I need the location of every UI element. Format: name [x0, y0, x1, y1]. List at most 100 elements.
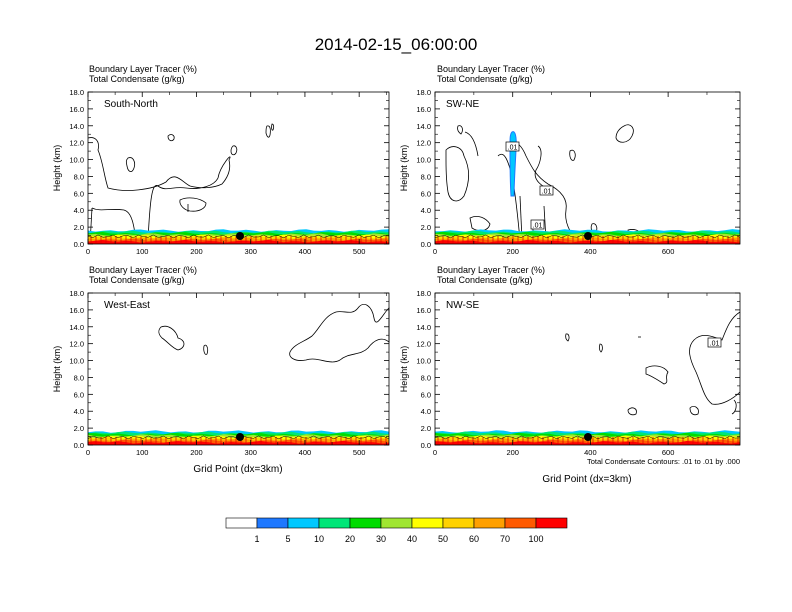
y-tick-label: 6.0: [421, 390, 431, 399]
colorbar-label: 10: [314, 534, 324, 544]
colorbar-swatch: [225, 517, 258, 529]
y-tick-label: 0.0: [421, 441, 431, 450]
location-marker: [236, 232, 244, 240]
plot-area: [435, 293, 740, 445]
colorbar-swatch: [504, 517, 537, 529]
condensate-base-contour: [87, 435, 390, 440]
x-tick-label: 600: [662, 247, 675, 256]
y-axis-title: Height (km): [399, 346, 409, 393]
panel-tracer-label: Boundary Layer Tracer (%): [437, 64, 545, 74]
panel-tracer-label: Boundary Layer Tracer (%): [89, 265, 197, 275]
x-tick-label: 600: [662, 448, 675, 457]
y-tick-label: 2.0: [74, 424, 84, 433]
y-tick-label: 18.0: [69, 88, 84, 97]
y-tick-label: 18.0: [416, 88, 431, 97]
plot-area: [88, 92, 389, 244]
x-axis-title: Grid Point (dx=3km): [542, 474, 631, 485]
y-tick-label: 18.0: [416, 289, 431, 298]
y-tick-label: 0.0: [421, 240, 431, 249]
colorbar-label: 50: [438, 534, 448, 544]
contour-note: Total Condensate Contours: .01 to .01 by…: [587, 457, 740, 466]
x-tick-label: 500: [353, 247, 366, 256]
location-marker: [584, 433, 592, 441]
y-tick-label: 4.0: [74, 407, 84, 416]
panel-condensate-label: Total Condensate (g/kg): [437, 275, 533, 285]
panel-tracer-label: Boundary Layer Tracer (%): [437, 265, 545, 275]
y-tick-label: 6.0: [74, 390, 84, 399]
y-axis-title: Height (km): [52, 145, 62, 192]
colorbar-label: 1: [254, 534, 259, 544]
y-tick-label: 0.0: [74, 441, 84, 450]
panel-name: West-East: [104, 300, 150, 311]
x-tick-label: 0: [86, 247, 90, 256]
colorbar-label: 40: [407, 534, 417, 544]
panel-nw-se: Boundary Layer Tracer (%) Total Condensa…: [399, 265, 741, 485]
location-marker: [584, 232, 592, 240]
axes: 0.0 2.0 4.0 6.0 8.0 10.0 12.0 14.0 16.0 18.0 0 100 2…: [69, 88, 389, 256]
y-tick-label: 4.0: [421, 407, 431, 416]
colorbar-swatch: [318, 517, 351, 529]
condensate-contours: [563, 311, 741, 441]
colorbar-label: 70: [500, 534, 510, 544]
colorbar-swatch: [349, 517, 382, 529]
y-tick-label: 2.0: [421, 424, 431, 433]
x-tick-label: 0: [86, 448, 90, 457]
y-tick-label: 6.0: [74, 189, 84, 198]
condensate-contours: [87, 123, 275, 245]
x-tick-label: 300: [244, 448, 257, 457]
plot-area: [435, 92, 740, 244]
panel-condensate-label: Total Condensate (g/kg): [89, 275, 185, 285]
y-tick-label: 10.0: [69, 156, 84, 165]
y-tick-label: 12.0: [69, 340, 84, 349]
y-axis-title: Height (km): [52, 346, 62, 393]
x-tick-label: 300: [244, 247, 257, 256]
colorbar-swatch: [256, 517, 289, 529]
colorbar-swatch: [442, 517, 475, 529]
panel-sw-ne: Boundary Layer Tracer (%) Total Condensa…: [399, 64, 741, 256]
panel-name: NW-SE: [446, 300, 479, 311]
y-tick-label: 12.0: [416, 139, 431, 148]
x-tick-label: 400: [299, 448, 312, 457]
x-tick-label: 400: [584, 247, 597, 256]
y-tick-label: 0.0: [74, 240, 84, 249]
y-tick-label: 12.0: [416, 340, 431, 349]
y-tick-label: 14.0: [69, 122, 84, 131]
y-tick-label: 18.0: [69, 289, 84, 298]
y-tick-label: 16.0: [416, 306, 431, 315]
colorbar-label: 60: [469, 534, 479, 544]
panel-name: SW-NE: [446, 99, 479, 110]
panel-name: South-North: [104, 99, 158, 110]
x-tick-label: 200: [190, 247, 203, 256]
plot-area: [88, 293, 389, 445]
x-tick-label: 100: [136, 448, 149, 457]
x-tick-label: 200: [506, 247, 519, 256]
x-tick-label: 200: [506, 448, 519, 457]
x-tick-label: 400: [584, 448, 597, 457]
x-tick-label: 200: [190, 448, 203, 457]
y-axis-title: Height (km): [399, 145, 409, 192]
y-tick-label: 12.0: [69, 139, 84, 148]
y-tick-label: 14.0: [416, 122, 431, 131]
location-marker: [236, 433, 244, 441]
colorbar-label: 30: [376, 534, 386, 544]
y-tick-label: 14.0: [416, 323, 431, 332]
tracer-band: [88, 241, 389, 244]
panel-condensate-label: Total Condensate (g/kg): [437, 74, 533, 84]
y-tick-label: 2.0: [421, 223, 431, 232]
y-tick-label: 10.0: [69, 357, 84, 366]
x-axis-title: Grid Point (dx=3km): [193, 464, 282, 475]
tracer-band: [88, 442, 389, 445]
colorbar-label: 100: [528, 534, 543, 544]
colorbar: 1 5 10 20 30 40 50 60 70 100: [225, 517, 568, 544]
x-tick-label: 0: [433, 247, 437, 256]
contour-label: .01: [539, 185, 554, 196]
colorbar-label: 20: [345, 534, 355, 544]
contour-label: .01: [505, 141, 520, 152]
axes: 0.0 2.0 4.0 6.0 8.0 10.0 12.0 14.0 16.0 18.0 0 200 4…: [416, 289, 740, 457]
axes: 0.0 2.0 4.0 6.0 8.0 10.0 12.0 14.0 16.0 18.0 0 200 4…: [416, 88, 740, 256]
y-tick-label: 2.0: [74, 223, 84, 232]
panel-condensate-label: Total Condensate (g/kg): [89, 74, 185, 84]
panel-west-east: Boundary Layer Tracer (%) Total Condensa…: [52, 265, 462, 475]
colorbar-swatch: [473, 517, 506, 529]
